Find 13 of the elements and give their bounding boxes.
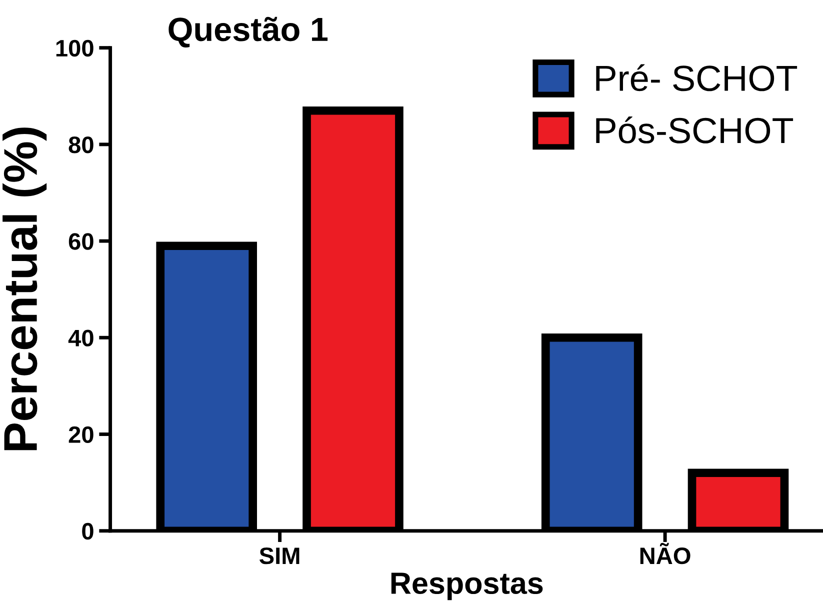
y-axis-title: Percentual (%) <box>2 128 47 450</box>
x-tick-label: SIM <box>259 547 300 564</box>
legend-label: Pós-SCHOT <box>596 116 794 144</box>
x-tick-label: NÃO <box>640 542 690 564</box>
y-tick-label: 20 <box>68 426 94 444</box>
chart-title: Questão 1 <box>168 16 328 48</box>
legend-label: Pré- SCHOT <box>596 64 798 92</box>
y-tick-label: 100 <box>56 40 94 57</box>
y-tick-label: 40 <box>68 330 94 346</box>
x-axis-title: Respostas <box>391 572 543 600</box>
y-tick-label: 0 <box>82 522 94 540</box>
y-tick-label: 60 <box>68 233 94 250</box>
y-tick-label: 80 <box>68 136 94 154</box>
